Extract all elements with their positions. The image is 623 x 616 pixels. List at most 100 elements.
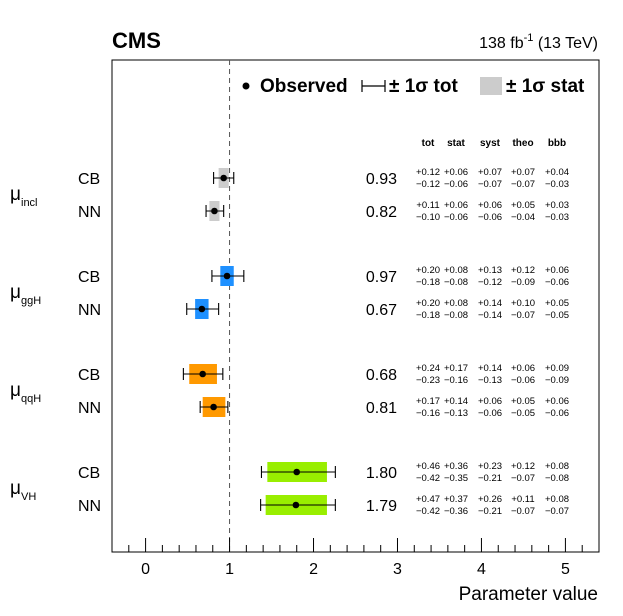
- unc-down-bbb-ggH-nn: −0.05: [545, 310, 569, 321]
- method-label-incl-cb: CB: [78, 171, 100, 188]
- unc-down-bbb-VH-nn: −0.07: [545, 506, 569, 517]
- value-label-VH-nn: 1.79: [366, 498, 397, 515]
- unc-up-theo-qqH-nn: +0.05: [511, 396, 535, 407]
- energy-value: (13 TeV): [533, 35, 598, 52]
- method-label-incl-nn: NN: [78, 204, 101, 221]
- column-header-stat: stat: [447, 138, 465, 149]
- unc-up-tot-incl-nn: +0.11: [416, 200, 439, 211]
- legend-stat-label: ± 1σ stat: [506, 76, 585, 97]
- unc-up-bbb-qqH-cb: +0.09: [545, 363, 569, 374]
- observed-point-ggH-cb: [223, 272, 231, 280]
- param-label-incl: μ: [10, 184, 21, 205]
- value-label-incl-nn: 0.82: [366, 204, 397, 221]
- unc-down-stat-qqH-cb: −0.16: [444, 375, 468, 386]
- unc-down-bbb-qqH-cb: −0.09: [545, 375, 569, 386]
- unc-up-tot-VH-cb: +0.46: [416, 461, 440, 472]
- unc-down-syst-incl-nn: −0.06: [478, 212, 502, 223]
- unc-up-theo-VH-cb: +0.12: [511, 461, 535, 472]
- unc-up-syst-qqH-cb: +0.14: [478, 363, 502, 374]
- unc-down-theo-qqH-nn: −0.05: [511, 408, 535, 419]
- unc-up-bbb-VH-nn: +0.08: [545, 494, 569, 505]
- unc-down-syst-VH-nn: −0.21: [478, 506, 502, 517]
- unc-down-stat-ggH-cb: −0.08: [444, 277, 468, 288]
- unc-down-tot-qqH-cb: −0.23: [416, 375, 440, 386]
- unc-down-bbb-qqH-nn: −0.06: [545, 408, 569, 419]
- unc-up-tot-ggH-nn: +0.20: [416, 298, 440, 309]
- tick-label-2: 2: [309, 561, 318, 578]
- observed-point-qqH-nn: [210, 403, 217, 411]
- unc-down-stat-qqH-nn: −0.13: [444, 408, 468, 419]
- unc-down-tot-VH-nn: −0.42: [416, 506, 440, 517]
- unc-up-theo-ggH-nn: +0.10: [511, 298, 535, 309]
- unc-down-stat-VH-cb: −0.35: [444, 473, 468, 484]
- unc-up-stat-VH-nn: +0.37: [444, 494, 468, 505]
- unc-down-stat-incl-cb: −0.06: [444, 179, 468, 190]
- legend-observed-marker: [242, 82, 250, 90]
- column-header-syst: syst: [480, 138, 501, 149]
- observed-point-qqH-cb: [199, 370, 206, 378]
- plot-frame: [111, 59, 600, 553]
- param-subscript-qqH: qqH: [21, 393, 41, 405]
- value-label-ggH-cb: 0.97: [366, 269, 397, 286]
- param-label-VH: μ: [10, 478, 21, 499]
- unc-down-syst-VH-cb: −0.21: [478, 473, 502, 484]
- value-label-incl-cb: 0.93: [366, 171, 397, 188]
- lumi-value: 138 fb: [479, 35, 524, 52]
- observed-point-VH-nn: [292, 501, 300, 509]
- unc-down-syst-qqH-nn: −0.06: [478, 408, 502, 419]
- column-header-theo: theo: [512, 138, 533, 149]
- unc-up-bbb-ggH-cb: +0.06: [545, 265, 569, 276]
- unc-down-tot-incl-nn: −0.10: [416, 212, 440, 223]
- tick-label-3: 3: [393, 561, 402, 578]
- unc-down-tot-ggH-cb: −0.18: [416, 277, 440, 288]
- legend-stat-marker: [480, 77, 502, 95]
- unc-up-bbb-qqH-nn: +0.06: [545, 396, 569, 407]
- unc-up-theo-qqH-cb: +0.06: [511, 363, 535, 374]
- unc-up-bbb-incl-cb: +0.04: [545, 167, 569, 178]
- unc-down-theo-VH-nn: −0.07: [511, 506, 535, 517]
- unc-down-stat-incl-nn: −0.06: [444, 212, 468, 223]
- legend-tot-marker: [361, 80, 386, 92]
- unc-up-theo-ggH-cb: +0.12: [511, 265, 535, 276]
- unc-up-syst-qqH-nn: +0.06: [478, 396, 502, 407]
- unc-down-theo-incl-cb: −0.07: [511, 179, 535, 190]
- value-label-ggH-nn: 0.67: [366, 302, 397, 319]
- unc-down-syst-ggH-nn: −0.14: [478, 310, 502, 321]
- unc-up-stat-qqH-cb: +0.17: [444, 363, 468, 374]
- value-label-qqH-nn: 0.81: [366, 400, 397, 417]
- unc-up-stat-ggH-nn: +0.08: [444, 298, 468, 309]
- unc-up-syst-ggH-nn: +0.14: [478, 298, 502, 309]
- unc-up-stat-ggH-cb: +0.08: [444, 265, 468, 276]
- unc-down-syst-qqH-cb: −0.13: [478, 375, 502, 386]
- unc-down-tot-qqH-nn: −0.16: [416, 408, 440, 419]
- unc-down-theo-ggH-nn: −0.07: [511, 310, 535, 321]
- param-subscript-incl: incl: [21, 197, 38, 209]
- unc-down-bbb-incl-cb: −0.03: [545, 179, 569, 190]
- unc-down-theo-ggH-cb: −0.09: [511, 277, 535, 288]
- unc-down-tot-incl-cb: −0.12: [416, 179, 440, 190]
- unc-up-syst-VH-nn: +0.26: [478, 494, 502, 505]
- unc-up-syst-incl-cb: +0.07: [478, 167, 502, 178]
- unc-up-tot-VH-nn: +0.47: [416, 494, 440, 505]
- param-subscript-ggH: ggH: [21, 295, 41, 307]
- unc-up-tot-ggH-cb: +0.20: [416, 265, 440, 276]
- unc-up-stat-qqH-nn: +0.14: [444, 396, 468, 407]
- method-label-VH-nn: NN: [78, 498, 101, 515]
- param-label-qqH: μ: [10, 380, 21, 401]
- unc-up-bbb-ggH-nn: +0.05: [545, 298, 569, 309]
- lumi-label: 138 fb-1 (13 TeV): [479, 32, 598, 52]
- column-headers: tot stat syst theo bbb: [422, 138, 567, 149]
- tick-label-4: 4: [477, 561, 486, 578]
- param-subscript-VH: VH: [21, 491, 36, 503]
- unc-down-syst-incl-cb: −0.07: [478, 179, 502, 190]
- unc-up-theo-incl-cb: +0.07: [511, 167, 535, 178]
- value-label-qqH-cb: 0.68: [366, 367, 397, 384]
- unc-up-stat-VH-cb: +0.36: [444, 461, 468, 472]
- x-axis: 0 1 2 3 4 5: [111, 538, 600, 578]
- observed-point-ggH-nn: [198, 305, 206, 313]
- unc-down-bbb-VH-cb: −0.08: [545, 473, 569, 484]
- column-header-tot: tot: [422, 138, 435, 149]
- unc-down-bbb-ggH-cb: −0.06: [545, 277, 569, 288]
- cms-label: CMS: [112, 28, 161, 53]
